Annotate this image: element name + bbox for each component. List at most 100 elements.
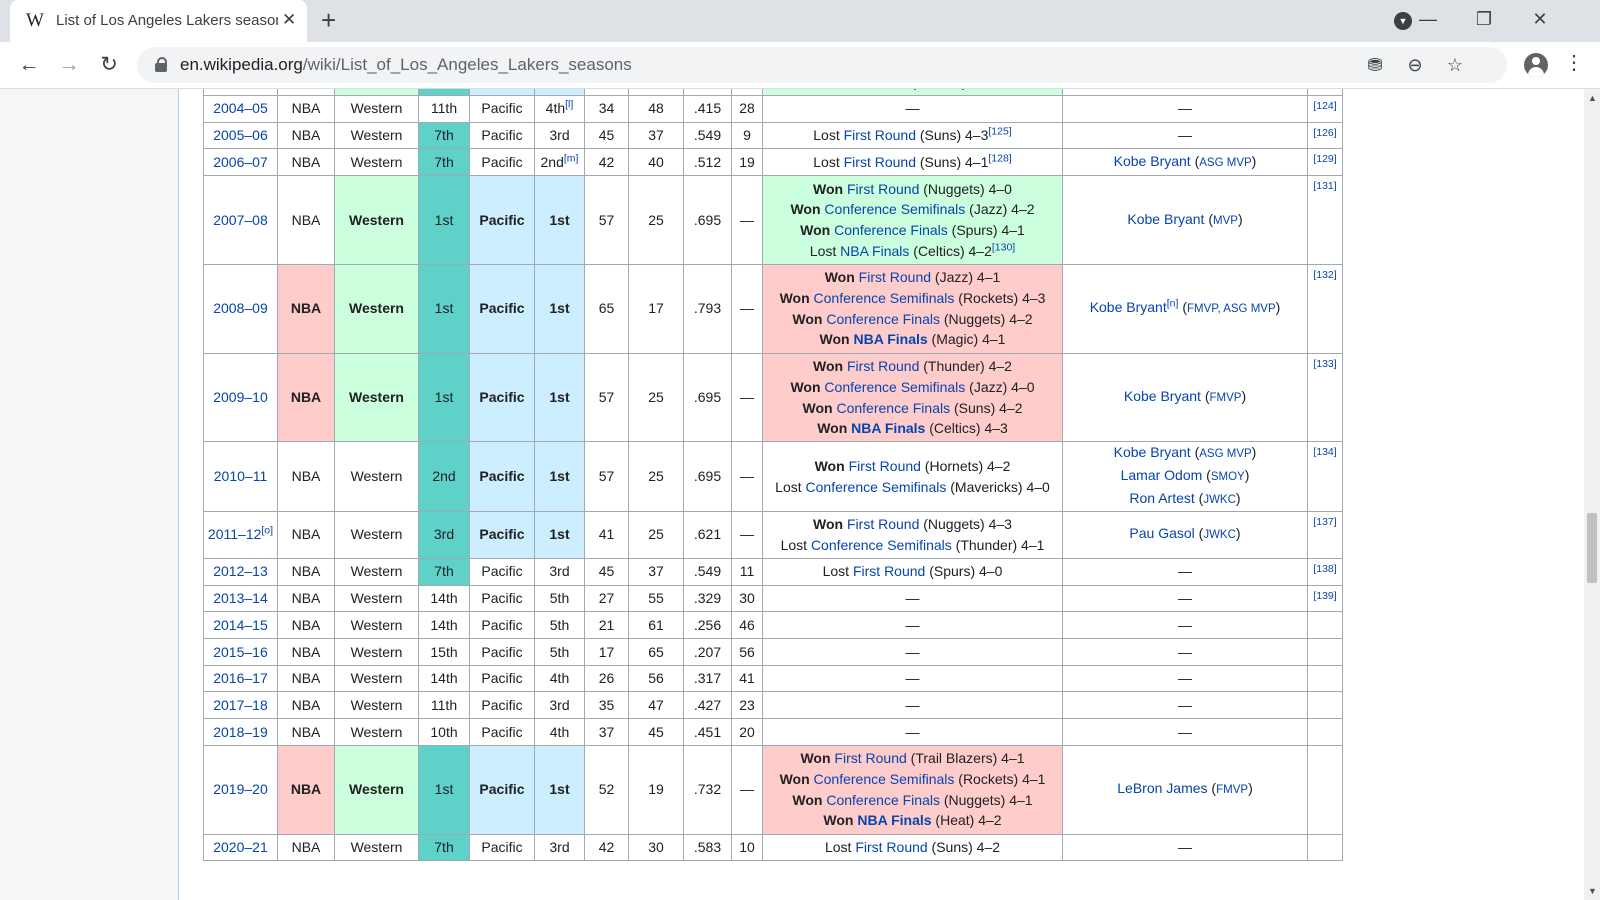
playoff-round-link[interactable]: First Round bbox=[855, 839, 928, 856]
playoff-round-link[interactable]: Conference Semifinals bbox=[810, 536, 952, 553]
playoff-round-link[interactable]: First Round bbox=[843, 153, 916, 170]
reference-link[interactable]: [137] bbox=[1313, 515, 1337, 528]
season-link[interactable]: 2007–08 bbox=[213, 211, 268, 228]
award-abbreviation[interactable]: ASG MVP bbox=[1199, 448, 1252, 461]
award-player-link[interactable]: Kobe Bryant bbox=[1113, 152, 1191, 169]
playoff-round-link[interactable]: NBA Finals bbox=[851, 420, 926, 437]
scroll-down-icon[interactable]: ▼ bbox=[1588, 886, 1597, 896]
playoff-round-link[interactable]: First Round bbox=[847, 180, 920, 197]
playoff-round-link[interactable]: Conference Semifinals bbox=[813, 290, 955, 307]
season-link[interactable]: 2008–09 bbox=[213, 300, 268, 317]
season-link[interactable]: 2016–17 bbox=[213, 670, 268, 687]
season-link[interactable]: 2015–16 bbox=[213, 643, 268, 660]
footnote-ref[interactable]: [m] bbox=[563, 152, 579, 165]
scrollbar-thumb[interactable] bbox=[1587, 513, 1597, 583]
profile-icon[interactable] bbox=[1524, 53, 1548, 77]
reference-link[interactable]: [132] bbox=[1313, 268, 1337, 281]
playoff-round-link[interactable]: NBA Finals bbox=[838, 89, 907, 90]
footnote-ref[interactable]: [o] bbox=[261, 524, 274, 537]
award-player-link[interactable]: Lamar Odom bbox=[1120, 467, 1203, 484]
new-tab-icon[interactable]: + bbox=[321, 5, 337, 35]
award-abbreviation[interactable]: ASG MVP bbox=[1199, 156, 1252, 169]
reference-link[interactable]: [134] bbox=[1313, 446, 1337, 459]
season-link[interactable]: 2009–10 bbox=[213, 389, 268, 406]
star-icon[interactable]: ☆ bbox=[1446, 55, 1464, 75]
season-link[interactable]: 2012–13 bbox=[213, 563, 268, 580]
season-link[interactable]: 2017–18 bbox=[213, 696, 268, 713]
footnote-ref[interactable]: [128] bbox=[988, 152, 1012, 165]
reference-link[interactable]: [133] bbox=[1313, 357, 1337, 370]
award-player-link[interactable]: Pau Gasol bbox=[1129, 525, 1195, 542]
reload-icon[interactable]: ↻ bbox=[100, 53, 118, 76]
lock-icon[interactable] bbox=[155, 57, 167, 72]
forward-icon[interactable]: → bbox=[58, 53, 80, 76]
playoff-round-link[interactable]: First Round bbox=[834, 750, 907, 767]
award-player-link[interactable]: Kobe Bryant bbox=[1113, 444, 1191, 461]
playoff-round-link[interactable]: Conference Finals bbox=[826, 791, 940, 808]
award-abbreviation[interactable]: SMOY bbox=[1210, 471, 1245, 484]
award-abbreviation[interactable]: FMVP bbox=[1209, 392, 1242, 405]
season-link[interactable]: 2014–15 bbox=[213, 616, 268, 633]
playoff-round-link[interactable]: Conference Semifinals bbox=[824, 378, 966, 395]
season-link[interactable]: 2005–06 bbox=[213, 127, 268, 144]
tab-close-icon[interactable]: ✕ bbox=[282, 10, 297, 29]
award-abbreviation[interactable]: JWKC bbox=[1203, 493, 1236, 506]
reference-link[interactable]: [126] bbox=[1313, 126, 1337, 139]
playoff-round-link[interactable]: NBA Finals bbox=[853, 331, 928, 348]
playoff-round-link[interactable]: Conference Semifinals bbox=[805, 478, 947, 495]
playoff-round-link[interactable]: Conference Finals bbox=[836, 399, 951, 416]
award-abbreviation[interactable]: MVP bbox=[1213, 214, 1238, 227]
playoff-round-link[interactable]: First Round bbox=[858, 269, 932, 286]
playoff-round-link[interactable]: Conference Finals bbox=[834, 221, 948, 238]
reference-link[interactable]: [131] bbox=[1313, 180, 1337, 193]
restore-icon[interactable]: ❐ bbox=[1475, 9, 1493, 29]
menu-icon[interactable]: ⋮ bbox=[1564, 52, 1584, 74]
season-link[interactable]: 2018–19 bbox=[213, 723, 268, 740]
scroll-up-icon[interactable]: ▲ bbox=[1588, 93, 1597, 103]
address-bar[interactable]: en.wikipedia.org/wiki/List_of_Los_Angele… bbox=[137, 47, 1507, 83]
footnote-ref[interactable]: [n] bbox=[1166, 297, 1179, 310]
playoff-round-link[interactable]: First Round bbox=[847, 358, 920, 375]
tab-search-icon[interactable]: ▼ bbox=[1394, 12, 1412, 30]
season-link[interactable]: 2004–05 bbox=[213, 100, 268, 117]
footnote-ref[interactable]: [130] bbox=[991, 241, 1016, 253]
season-link[interactable]: 2006–07 bbox=[213, 153, 268, 170]
back-icon[interactable]: ← bbox=[18, 53, 40, 76]
award-abbreviation[interactable]: FMVP bbox=[1216, 784, 1249, 797]
playoff-round-link[interactable]: First Round bbox=[852, 563, 926, 580]
url-text[interactable]: en.wikipedia.org/wiki/List_of_Los_Angele… bbox=[180, 55, 632, 74]
playoff-round-link[interactable]: NBA Finals bbox=[857, 812, 932, 829]
award-player-link[interactable]: Kobe Bryant bbox=[1089, 299, 1167, 316]
vertical-scrollbar[interactable]: ▲ ▼ bbox=[1584, 89, 1600, 900]
award-player-link[interactable]: LeBron James bbox=[1117, 780, 1208, 797]
award-player-link[interactable]: Kobe Bryant bbox=[1127, 210, 1205, 227]
playoff-round-link[interactable]: Conference Semifinals bbox=[824, 201, 966, 218]
reference-link[interactable]: [138] bbox=[1313, 562, 1337, 575]
award-player-link[interactable]: Kobe Bryant bbox=[1123, 388, 1201, 405]
award-abbreviation[interactable]: FMVP, ASG MVP bbox=[1187, 303, 1276, 316]
reference-link[interactable]: [124] bbox=[1313, 100, 1337, 112]
footnote-ref[interactable]: [l] bbox=[565, 98, 574, 111]
season-link[interactable]: 2010–11 bbox=[213, 468, 268, 485]
browser-tab[interactable]: W List of Los Angeles Lakers seasons ✕ bbox=[10, 0, 307, 42]
playoff-round-link[interactable]: First Round bbox=[847, 516, 920, 533]
season-link[interactable]: 2013–14 bbox=[213, 590, 268, 607]
minimize-icon[interactable]: — bbox=[1419, 9, 1437, 29]
playoff-round-link[interactable]: Conference Semifinals bbox=[813, 770, 955, 787]
award-player-link[interactable]: Ron Artest bbox=[1129, 489, 1195, 506]
playoff-round-link[interactable]: First Round bbox=[848, 457, 921, 474]
footnote-ref[interactable]: [125] bbox=[988, 125, 1012, 138]
playoff-round-link[interactable]: NBA Finals bbox=[840, 242, 910, 259]
playoff-round-link[interactable]: Conference Finals bbox=[826, 310, 940, 327]
blocked-ad-icon[interactable]: ⛃ bbox=[1367, 55, 1383, 75]
playoff-round-link[interactable]: First Round bbox=[843, 127, 916, 144]
reference-link[interactable]: [129] bbox=[1313, 153, 1337, 166]
award-abbreviation[interactable]: JWKC bbox=[1203, 529, 1236, 542]
season-link[interactable]: 2011–12 bbox=[207, 526, 262, 543]
zoom-out-icon[interactable]: ⊖ bbox=[1407, 55, 1423, 75]
close-window-icon[interactable]: ✕ bbox=[1532, 9, 1548, 29]
reference-link[interactable]: [139] bbox=[1313, 589, 1337, 602]
season-link[interactable]: 2019–20 bbox=[213, 781, 268, 798]
wins-cell: 57 bbox=[584, 175, 629, 265]
season-link[interactable]: 2020–21 bbox=[213, 839, 268, 856]
